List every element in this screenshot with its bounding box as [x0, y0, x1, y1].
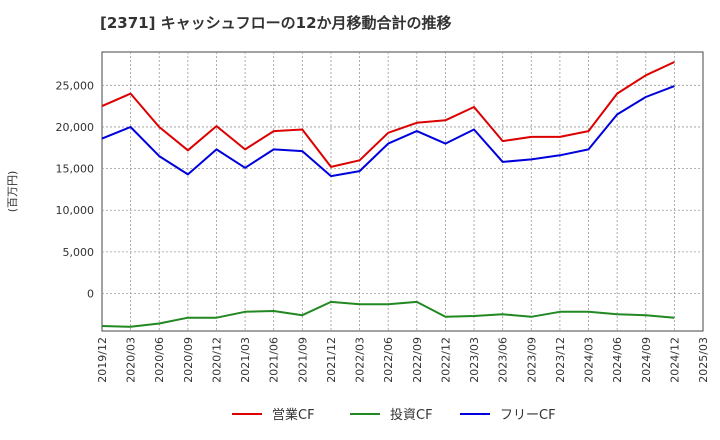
legend: 営業CF 投資CF フリーCF [232, 407, 556, 423]
x-tick-label: 2021/06 [268, 337, 281, 383]
y-tick-label: 25,000 [56, 79, 95, 92]
x-tick-label: 2020/06 [153, 337, 166, 383]
x-tick-label: 2024/09 [640, 337, 653, 383]
x-tick-label: 2022/09 [411, 337, 424, 383]
y-tick-label: 15,000 [56, 163, 95, 176]
legend-label-0: 営業CF [272, 407, 315, 423]
x-tick-label: 2020/09 [182, 337, 195, 383]
x-tick-label: 2020/12 [210, 337, 223, 383]
x-tick-label: 2021/12 [325, 337, 338, 383]
x-tick-label: 2020/03 [125, 337, 138, 383]
legend-label-1: 投資CF [390, 407, 433, 423]
x-tick-label: 2023/09 [525, 337, 538, 383]
x-tick-label: 2023/12 [554, 337, 567, 383]
x-axis-ticks: 2019/12 2020/03 2020/06 2020/09 2020/12 2021/… [96, 337, 710, 383]
plot-area [101, 51, 704, 332]
series-line-2 [101, 85, 675, 178]
x-tick-label: 2024/06 [611, 337, 624, 383]
y-tick-label: 20,000 [56, 121, 95, 134]
x-tick-label: 2019/12 [96, 337, 109, 383]
y-tick-label: 10,000 [56, 204, 95, 217]
chart-title: [2371] キャッシュフローの12か月移動合計の推移 [100, 14, 452, 32]
x-tick-label: 2022/03 [354, 337, 367, 383]
y-axis-label: (百万円) [6, 171, 19, 213]
series-lines [101, 61, 675, 328]
x-tick-label: 2021/03 [239, 337, 252, 383]
y-tick-label: 5,000 [63, 246, 95, 259]
x-tick-label: 2022/06 [382, 337, 395, 383]
y-tick-label: 0 [87, 288, 94, 301]
x-tick-label: 2024/12 [668, 337, 681, 383]
vertical-gridlines [130, 52, 675, 331]
x-tick-label: 2023/03 [468, 337, 481, 383]
x-tick-label: 2023/06 [497, 337, 510, 383]
x-tick-label: 2024/03 [583, 337, 596, 383]
x-tick-label: 2022/12 [439, 337, 452, 383]
legend-label-2: フリーCF [500, 408, 556, 423]
series-line-1 [101, 300, 675, 328]
y-axis-ticks: 0 5,000 10,000 15,000 20,000 25,000 [56, 79, 95, 300]
x-tick-label: 2021/09 [296, 337, 309, 383]
series-line-0 [101, 61, 675, 168]
x-tick-label: 2025/03 [697, 337, 710, 383]
